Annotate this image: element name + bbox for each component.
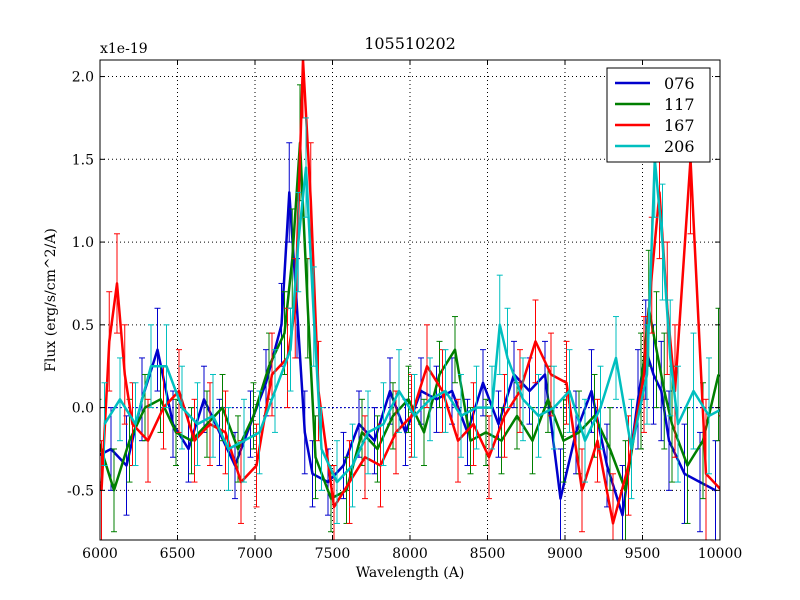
y-axis-label: Flux (erg/s/cm^2/A) (43, 228, 59, 372)
plot-area (100, 60, 720, 540)
x-tick-label: 7500 (315, 546, 351, 562)
x-tick-label: 8500 (470, 546, 506, 562)
x-tick-label: 9500 (625, 546, 661, 562)
x-tick-label: 9000 (547, 546, 583, 562)
axis-ticks: 6000 6500 7000 7500 8000 8500 9000 9500 10000 -0.… (67, 60, 742, 562)
y-offset-label: x1e-19 (100, 41, 148, 57)
chart-title: 105510202 (364, 34, 456, 53)
x-tick-label: 6000 (82, 546, 118, 562)
legend-label-076: 076 (664, 74, 695, 93)
x-tick-label: 10000 (698, 546, 743, 562)
legend: 076 117 167 206 (606, 67, 711, 163)
legend-label-206: 206 (664, 137, 695, 156)
y-tick-label: 2.0 (72, 70, 94, 86)
y-tick-label: 1.5 (72, 152, 94, 168)
x-tick-label: 7000 (237, 546, 273, 562)
legend-label-167: 167 (664, 116, 695, 135)
x-axis-label: Wavelength (A) (356, 565, 465, 581)
y-tick-label: -0.5 (67, 483, 94, 499)
x-tick-label: 8000 (392, 546, 428, 562)
y-tick-label: 0.0 (72, 401, 94, 417)
legend-label-117: 117 (664, 95, 695, 114)
y-tick-label: 1.0 (72, 235, 94, 251)
series-line-206 (103, 158, 720, 484)
x-tick-label: 6500 (160, 546, 196, 562)
y-tick-label: 0.5 (72, 318, 94, 334)
